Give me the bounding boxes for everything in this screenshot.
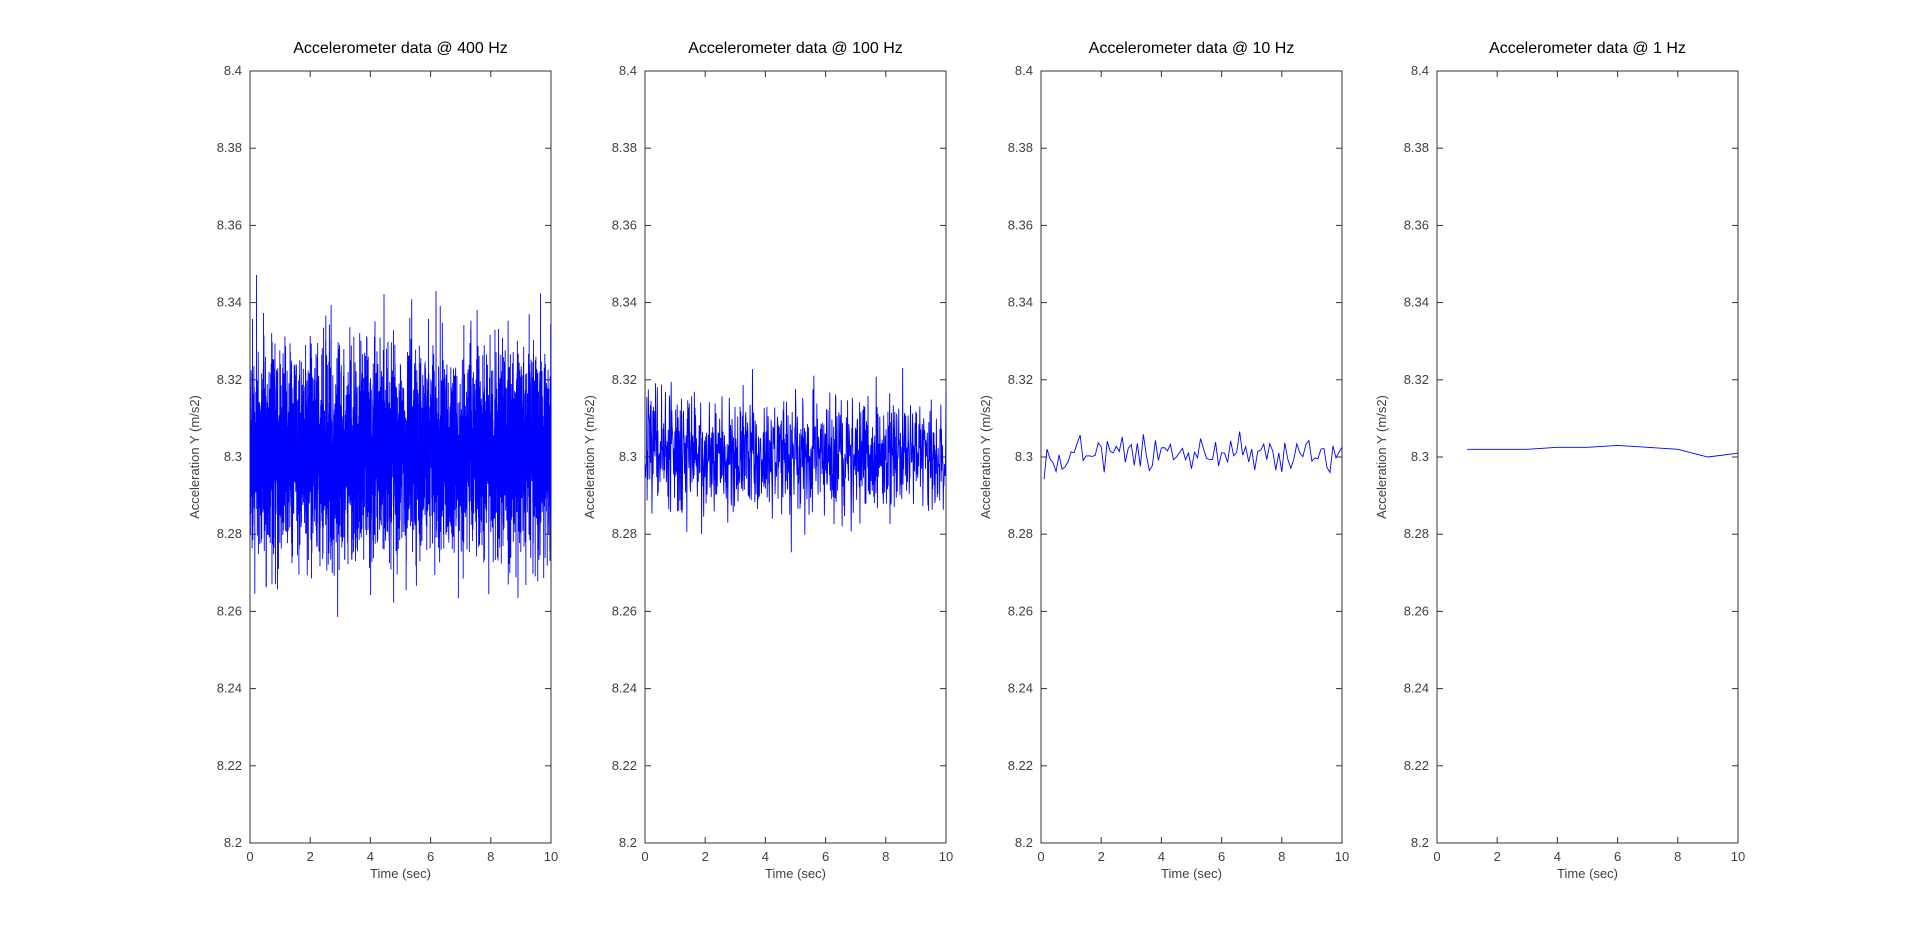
y-tick-label: 8.26 xyxy=(612,603,637,618)
x-tick-label: 4 xyxy=(1158,849,1165,864)
x-axis-label: Time (sec) xyxy=(765,866,826,881)
x-tick-label: 0 xyxy=(641,849,648,864)
y-tick-label: 8.36 xyxy=(612,217,637,232)
x-tick-label: 2 xyxy=(702,849,709,864)
y-tick-label: 8.34 xyxy=(217,295,242,310)
y-tick-label: 8.34 xyxy=(1008,295,1033,310)
plot-title: Accelerometer data @ 1 Hz xyxy=(1489,40,1686,57)
x-tick-label: 0 xyxy=(1433,849,1440,864)
x-tick-label: 10 xyxy=(1335,849,1349,864)
y-tick-label: 8.22 xyxy=(1008,758,1033,773)
plot-area-10hz: 8.2 8.22 8.24 8.26 8.28 8.3 8.32 8.34 8.36 8.38 8.… xyxy=(1008,63,1350,864)
y-tick-label: 8.4 xyxy=(224,63,242,78)
axes-box xyxy=(1040,70,1343,844)
axes-box xyxy=(1436,70,1739,844)
y-tick-label: 8.28 xyxy=(217,526,242,541)
y-tick-label: 8.36 xyxy=(217,217,242,232)
y-tick-label: 8.2 xyxy=(619,835,637,850)
x-tick-label: 2 xyxy=(1098,849,1105,864)
y-tick-label: 8.28 xyxy=(1404,526,1429,541)
y-tick-label: 8.34 xyxy=(1404,295,1429,310)
x-tick-label: 10 xyxy=(1731,849,1745,864)
y-tick-label: 8.3 xyxy=(619,449,637,464)
y-tick-label: 8.28 xyxy=(612,526,637,541)
x-tick-label: 0 xyxy=(1037,849,1044,864)
x-tick-label: 8 xyxy=(882,849,889,864)
x-tick-label: 6 xyxy=(1614,849,1621,864)
x-tick-label: 10 xyxy=(939,849,953,864)
x-tick-label: 4 xyxy=(367,849,374,864)
y-tick-label: 8.36 xyxy=(1008,217,1033,232)
x-tick-label: 6 xyxy=(1218,849,1225,864)
y-tick-label: 8.36 xyxy=(1404,217,1429,232)
y-tick-label: 8.38 xyxy=(217,140,242,155)
y-tick-label: 8.2 xyxy=(224,835,242,850)
x-axis-label: Time (sec) xyxy=(1557,866,1618,881)
x-tick-label: 2 xyxy=(307,849,314,864)
y-tick-label: 8.38 xyxy=(1008,140,1033,155)
y-tick-label: 8.32 xyxy=(217,372,242,387)
y-tick-label: 8.32 xyxy=(1008,372,1033,387)
x-axis-label: Time (sec) xyxy=(370,866,431,881)
plot-area-400hz: 8.2 8.22 8.24 8.26 8.28 8.3 8.32 8.34 8.36 8.38 8.… xyxy=(217,63,559,864)
y-tick-label: 8.34 xyxy=(612,295,637,310)
y-tick-label: 8.4 xyxy=(1411,63,1429,78)
data-line xyxy=(249,274,552,617)
y-tick-label: 8.26 xyxy=(1404,603,1429,618)
y-tick-label: 8.4 xyxy=(1015,63,1033,78)
plot-area-100hz: 8.2 8.22 8.24 8.26 8.28 8.3 8.32 8.34 8.36 8.38 8.… xyxy=(612,63,954,864)
y-tick-label: 8.38 xyxy=(612,140,637,155)
x-tick-label: 0 xyxy=(246,849,253,864)
y-tick-label: 8.32 xyxy=(1404,372,1429,387)
y-tick-label: 8.32 xyxy=(612,372,637,387)
y-tick-label: 8.4 xyxy=(619,63,637,78)
data-line xyxy=(644,367,947,553)
y-tick-label: 8.24 xyxy=(1008,681,1033,696)
y-tick-label: 8.3 xyxy=(1411,449,1429,464)
y-tick-label: 8.26 xyxy=(1008,603,1033,618)
y-tick-label: 8.22 xyxy=(612,758,637,773)
y-tick-label: 8.2 xyxy=(1411,835,1429,850)
x-tick-label: 8 xyxy=(1674,849,1681,864)
data-line xyxy=(1467,444,1739,458)
y-tick-label: 8.22 xyxy=(217,758,242,773)
y-tick-label: 8.3 xyxy=(1015,449,1033,464)
subplot-100hz: Accelerometer data @ 100 Hz Acceleration… xyxy=(535,0,965,947)
subplot-400hz: Accelerometer data @ 400 Hz Acceleration… xyxy=(140,0,570,947)
y-tick-label: 8.24 xyxy=(1404,681,1429,696)
x-axis-label: Time (sec) xyxy=(1161,866,1222,881)
plot-title: Accelerometer data @ 100 Hz xyxy=(688,40,903,57)
y-tick-label: 8.26 xyxy=(217,603,242,618)
plot-title: Accelerometer data @ 400 Hz xyxy=(293,40,508,57)
subplot-10hz: Accelerometer data @ 10 Hz Acceleration … xyxy=(931,0,1361,947)
x-tick-label: 6 xyxy=(427,849,434,864)
y-tick-label: 8.38 xyxy=(1404,140,1429,155)
y-tick-label: 8.24 xyxy=(612,681,637,696)
y-tick-label: 8.3 xyxy=(224,449,242,464)
y-tick-label: 8.2 xyxy=(1015,835,1033,850)
data-line xyxy=(1043,431,1343,480)
x-tick-label: 8 xyxy=(1278,849,1285,864)
plot-title: Accelerometer data @ 10 Hz xyxy=(1088,40,1295,57)
y-tick-label: 8.28 xyxy=(1008,526,1033,541)
x-tick-label: 4 xyxy=(762,849,769,864)
x-tick-label: 2 xyxy=(1494,849,1501,864)
subplot-1hz: Accelerometer data @ 1 Hz Acceleration Y… xyxy=(1327,0,1757,947)
y-tick-label: 8.22 xyxy=(1404,758,1429,773)
x-tick-label: 6 xyxy=(822,849,829,864)
x-tick-label: 10 xyxy=(544,849,558,864)
plot-area-1hz: 8.2 8.22 8.24 8.26 8.28 8.3 8.32 8.34 8.36 8.38 8.… xyxy=(1404,63,1746,864)
x-tick-label: 8 xyxy=(487,849,494,864)
y-tick-label: 8.24 xyxy=(217,681,242,696)
x-tick-label: 4 xyxy=(1554,849,1561,864)
